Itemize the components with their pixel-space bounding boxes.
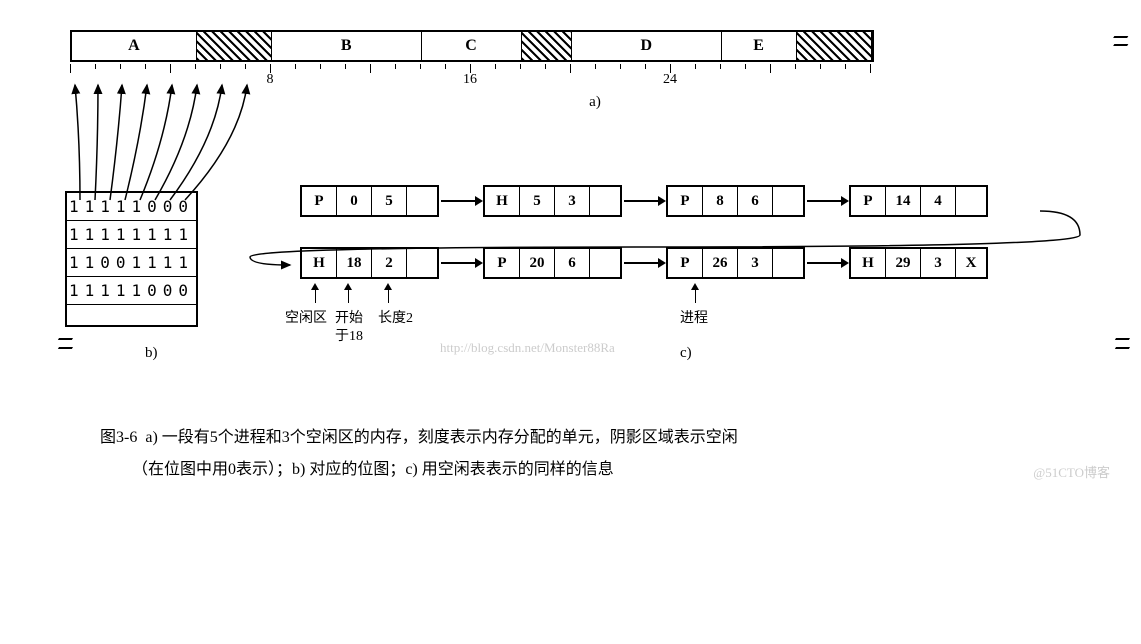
bitmap-row-empty <box>66 305 197 327</box>
annot-start2: 于18 <box>335 325 363 345</box>
sublabel-b: b) <box>145 345 1120 362</box>
break-mark-icon <box>1114 336 1128 356</box>
annot-hole: 空闲区 <box>285 307 327 327</box>
memory-segment: B <box>272 32 422 60</box>
up-arrow-icon <box>388 285 389 303</box>
memory-segment: C <box>422 32 522 60</box>
caption-line2: （在位图中用0表示）；b) 对应的位图；c) 用空闲表表示的同样的信息 <box>132 461 614 478</box>
break-mark-icon <box>1112 26 1126 62</box>
memory-segment <box>197 32 272 60</box>
annot-length: 长度2 <box>378 307 413 327</box>
annot-process: 进程 <box>680 307 708 327</box>
up-arrow-icon <box>315 285 316 303</box>
memory-segment <box>797 32 872 60</box>
sublabel-a: a) <box>70 94 1120 111</box>
linked-list-section: P05H53P86P144H182P206P263H293X 空闲区 开始 于1… <box>300 185 988 291</box>
diagram-root: ABCDE 81624 a) 1111100011111111110011111… <box>20 30 1120 486</box>
bitmap-row: 11111000 <box>66 192 197 221</box>
bitmap-row: 11111000 <box>66 277 197 305</box>
bitmap-table: 11111000111111111100111111111000 <box>65 191 198 327</box>
break-mark-icon <box>57 336 71 356</box>
tick-row: 81624 <box>70 64 870 74</box>
memory-segment: A <box>72 32 197 60</box>
bitmap-row: 11001111 <box>66 249 197 277</box>
bitmap-row: 11111111 <box>66 221 197 249</box>
curve-connector <box>230 197 1090 277</box>
tick-label: 8 <box>267 72 274 88</box>
up-arrow-icon <box>695 285 696 303</box>
caption-line1: a) 一段有5个进程和3个空闲区的内存，刻度表示内存分配的单元，阴影区域表示空闲 <box>145 429 737 446</box>
memory-segment: E <box>722 32 797 60</box>
memory-segment: D <box>572 32 722 60</box>
watermark-url: http://blog.csdn.net/Monster88Ra <box>440 340 615 356</box>
annot-start: 开始 <box>335 307 363 327</box>
up-arrow-icon <box>348 285 349 303</box>
memory-segment <box>522 32 573 60</box>
caption-title: 图3-6 <box>100 429 137 446</box>
memory-bar: A BC DE <box>70 30 874 62</box>
memory-bar-wrap: ABCDE 81624 a) <box>70 30 1120 111</box>
tick-label: 16 <box>463 72 477 88</box>
watermark-site: @51CTO博客 <box>1033 462 1110 481</box>
sublabel-c: c) <box>680 345 692 362</box>
tick-label: 24 <box>663 72 677 88</box>
figure-caption: 图3-6 a) 一段有5个进程和3个空闲区的内存，刻度表示内存分配的单元，阴影区… <box>100 422 1120 486</box>
